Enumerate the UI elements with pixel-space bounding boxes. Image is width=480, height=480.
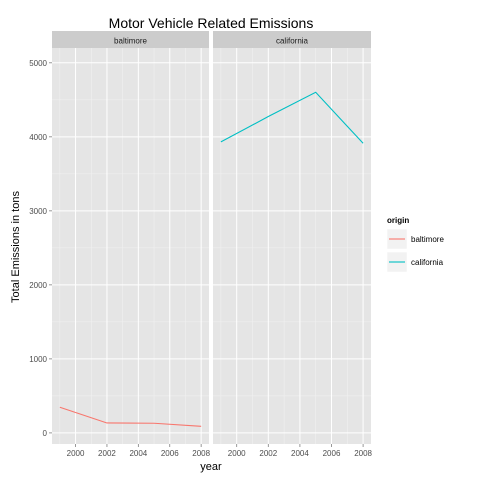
y-tick-label: 3000 [29,207,47,216]
facet-panel-california: california 2000 2002 2004 2006 2008 [213,31,373,458]
x-tick-label: 2006 [161,449,179,458]
legend-item-baltimore: baltimore [386,228,444,250]
y-axis-label: Total Emissions in tons [10,191,22,303]
y-tick-label: 1000 [29,355,47,364]
x-tick-label: 2002 [98,449,116,458]
legend-title: origin [387,216,409,225]
y-tick-label: 5000 [29,59,47,68]
facet-strip [52,31,209,48]
series-line-california [220,91,364,144]
series-line-baltimore [59,406,202,427]
x-tick-label: 2006 [323,449,341,458]
x-tick-label: 2000 [228,449,246,458]
x-tick-label: 2004 [129,449,147,458]
y-tick-label: 0 [43,429,48,438]
x-tick-label: 2002 [259,449,277,458]
facet-strip-label: california [276,37,309,46]
facet-panel-baltimore: baltimore 2000 2002 2004 2006 2008 0 1000 2000 30… [29,31,211,458]
legend-label: baltimore [411,235,444,244]
x-tick-label: 2004 [291,449,309,458]
y-tick-label: 2000 [29,281,47,290]
panel-background [52,48,209,444]
facet-strip [213,31,371,48]
chart-title: Motor Vehicle Related Emissions [109,15,314,31]
panel-background [213,48,371,444]
legend-item-california: california [386,251,444,273]
legend-label: california [411,258,444,267]
y-tick-label: 4000 [29,133,47,142]
facet-strip-label: baltimore [114,37,147,46]
x-tick-label: 2008 [354,449,372,458]
x-tick-label: 2008 [192,449,210,458]
x-tick-label: 2000 [67,449,85,458]
legend-entries: baltimore california [386,228,444,273]
x-axis-label: year [200,461,222,473]
legend: origin baltimore california [386,216,444,273]
facet-panels: baltimore 2000 2002 2004 2006 2008 0 1000 2000 30… [29,31,373,458]
